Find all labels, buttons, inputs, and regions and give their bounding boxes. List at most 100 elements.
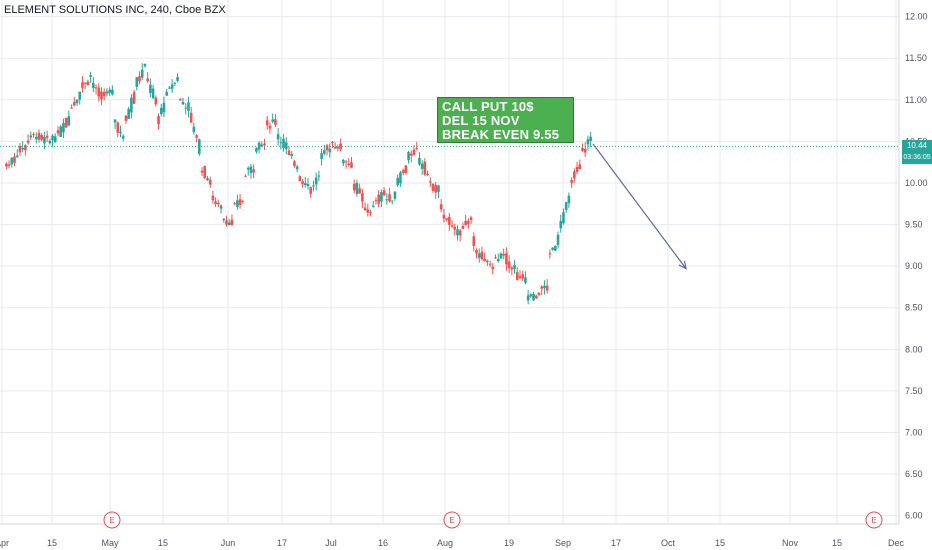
candle-body [543, 285, 546, 289]
candle-body [589, 136, 592, 141]
candle-body [401, 170, 405, 173]
candle-body [562, 212, 565, 224]
candle-body [124, 115, 128, 121]
candle-body [246, 167, 250, 170]
candle-body [15, 155, 19, 158]
candle-body [352, 183, 356, 191]
candle-body [573, 171, 576, 179]
earnings-marker-label: E [871, 516, 876, 525]
candle-body [437, 185, 440, 192]
candle-body [146, 78, 149, 82]
candle-body [477, 253, 481, 258]
candle-body [208, 179, 212, 185]
y-tick-label: 9.00 [905, 261, 923, 271]
candle-body [241, 200, 245, 202]
candle-body [453, 226, 457, 230]
candle-body [347, 163, 351, 166]
candle-body [295, 166, 299, 170]
candle-body [328, 148, 332, 153]
candle-body [371, 205, 375, 207]
last-price-label: 10.44 [902, 140, 932, 152]
candle-body [121, 136, 125, 139]
candle-body [135, 77, 139, 87]
candle-body [159, 107, 163, 115]
candle-body [257, 142, 261, 150]
candle-body [578, 164, 582, 170]
candle-body [510, 267, 514, 270]
candle-body [178, 98, 182, 101]
candle-body [344, 161, 348, 163]
note-line-3: BREAK EVEN 9.55 [442, 127, 560, 142]
earnings-marker-label: E [109, 516, 114, 525]
candle-body [583, 148, 587, 153]
candle-body [342, 160, 345, 164]
y-tick-label: 11.00 [905, 95, 927, 105]
candle-body [399, 172, 402, 184]
candle-body [287, 150, 291, 155]
candle-body [86, 81, 90, 86]
candle-body [116, 122, 120, 133]
candle-body [238, 199, 242, 205]
candle-body [385, 199, 389, 201]
candle-body [439, 204, 443, 210]
candle-body [483, 258, 486, 262]
candle-body [181, 102, 185, 105]
candle-body [173, 82, 177, 84]
earnings-marker [103, 511, 121, 529]
candle-body [404, 165, 408, 173]
candle-body [515, 272, 519, 280]
y-tick-label: 7.00 [905, 428, 923, 438]
candle-body [445, 218, 448, 220]
candle-body [303, 183, 307, 186]
candle-body [138, 76, 141, 82]
candle-body [7, 164, 11, 166]
candle-body [567, 195, 571, 204]
candle-body [336, 146, 340, 149]
candle-body [127, 108, 130, 119]
candle-body [260, 144, 264, 147]
candle-body [442, 214, 446, 219]
candle-body [168, 87, 171, 89]
candle-body [388, 194, 391, 202]
candle-body [461, 225, 465, 229]
note-line-2: DEL 15 NOV [442, 113, 520, 128]
candle-body [499, 253, 503, 259]
candle-body [521, 274, 525, 279]
y-tick-label: 7.50 [905, 386, 923, 396]
candle-body [263, 143, 266, 146]
candle-body [526, 295, 530, 301]
x-tick-label: 15 [158, 538, 168, 548]
candle-body [448, 216, 451, 225]
candle-body [255, 148, 258, 152]
candle-body [81, 82, 84, 88]
candle-body [274, 119, 277, 125]
candle-body [390, 200, 394, 202]
earnings-marker [865, 511, 883, 529]
candle-body [540, 286, 544, 289]
candle-body [475, 250, 478, 254]
candle-body [551, 247, 554, 251]
x-tick-label: 15 [47, 538, 57, 548]
candle-body [40, 134, 43, 140]
candle-body [325, 145, 329, 151]
candle-body [350, 162, 353, 168]
candle-body [312, 185, 315, 187]
candle-body [244, 175, 247, 177]
candle-body [230, 219, 234, 226]
candle-body [268, 125, 272, 129]
candle-body [317, 175, 321, 177]
candle-body [366, 209, 370, 213]
trade-note[interactable]: CALL PUT 10$ DEL 15 NOV BREAK EVEN 9.55 [437, 97, 574, 143]
candle-body [284, 142, 288, 150]
candle-body [217, 202, 220, 205]
candle-body [320, 153, 323, 160]
candle-body [380, 192, 383, 202]
x-tick-label: 15 [832, 538, 842, 548]
candle-body [252, 169, 255, 173]
candle-body [556, 234, 560, 246]
candle-body [393, 191, 397, 199]
candle-body [505, 253, 508, 265]
y-tick-label: 9.50 [905, 220, 923, 230]
chart-title: ELEMENT SOLUTIONS INC, 240, Cboe BZX [4, 4, 226, 16]
